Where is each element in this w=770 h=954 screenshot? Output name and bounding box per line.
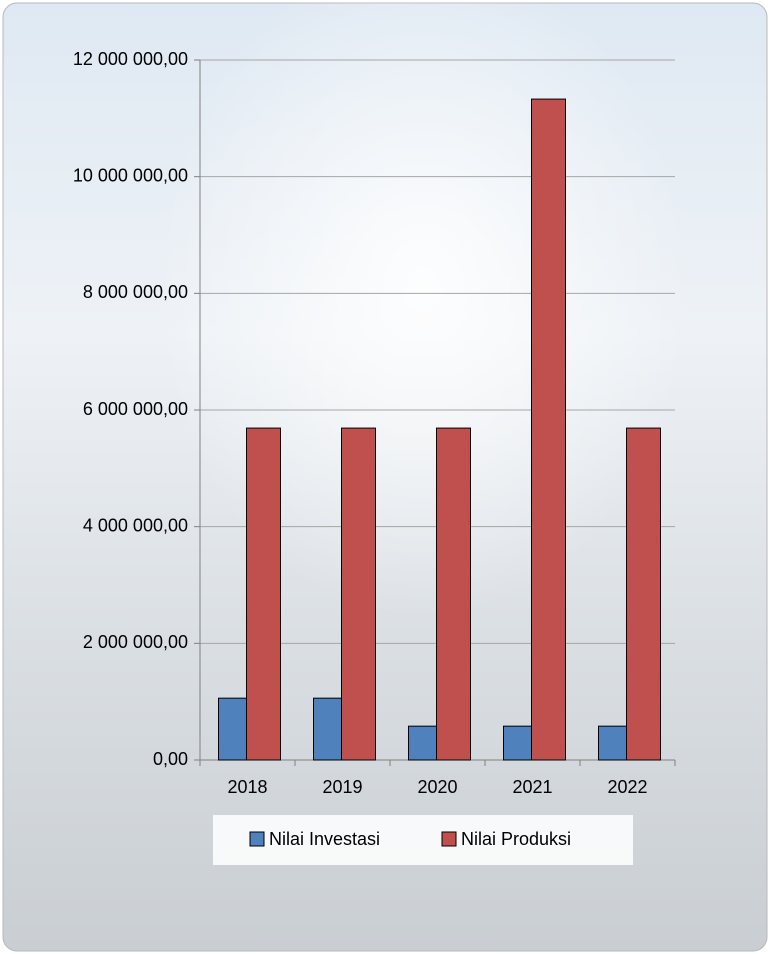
bar [503,725,532,761]
y-tick-label: 4 000 000,00 [83,515,188,535]
y-tick-label: 12 000 000,00 [73,49,188,69]
x-tick-label: 2018 [227,777,267,797]
legend-box [213,815,633,865]
bar [531,98,566,761]
x-tick-label: 2021 [512,777,552,797]
legend-swatch [441,831,457,847]
legend-label: Nilai Investasi [269,829,380,849]
y-tick-label: 0,00 [153,749,188,769]
x-tick-label: 2022 [607,777,647,797]
legend-label: Nilai Produksi [461,829,571,849]
bar [626,427,661,761]
y-tick-label: 10 000 000,00 [73,165,188,185]
bar [598,725,627,761]
legend-swatch [249,831,265,847]
bar [408,725,437,761]
x-tick-label: 2019 [322,777,362,797]
bar [341,427,376,761]
background-glow [3,3,767,951]
x-tick-label: 2020 [417,777,457,797]
y-tick-label: 6 000 000,00 [83,399,188,419]
bar [313,697,342,761]
bar [246,427,281,761]
y-tick-label: 2 000 000,00 [83,632,188,652]
bar [218,697,247,761]
bar [436,427,471,761]
y-tick-label: 8 000 000,00 [83,282,188,302]
